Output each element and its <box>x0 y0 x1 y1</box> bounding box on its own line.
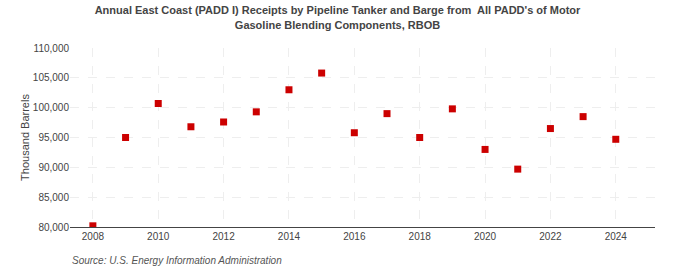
svg-text:80,000: 80,000 <box>38 222 69 233</box>
svg-text:2024: 2024 <box>605 231 628 242</box>
svg-text:2016: 2016 <box>343 231 366 242</box>
svg-text:2022: 2022 <box>539 231 562 242</box>
svg-text:2018: 2018 <box>409 231 432 242</box>
svg-text:85,000: 85,000 <box>38 192 69 203</box>
svg-text:105,000: 105,000 <box>33 72 70 83</box>
svg-text:2012: 2012 <box>212 231 235 242</box>
svg-text:Thousand Barrels: Thousand Barrels <box>19 94 31 181</box>
svg-text:2020: 2020 <box>474 231 497 242</box>
svg-text:90,000: 90,000 <box>38 162 69 173</box>
svg-text:110,000: 110,000 <box>34 43 70 54</box>
svg-text:Annual East Coast (PADD I) Rec: Annual East Coast (PADD I) Receipts by P… <box>95 4 581 30</box>
svg-text:100,000: 100,000 <box>33 102 70 113</box>
svg-text:95,000: 95,000 <box>38 132 69 143</box>
svg-text:2010: 2010 <box>147 231 170 242</box>
svg-text:2014: 2014 <box>278 231 301 242</box>
svg-text:2008: 2008 <box>82 231 105 242</box>
svg-text:Source: U.S. Energy Informatio: Source: U.S. Energy Information Administ… <box>72 255 282 266</box>
